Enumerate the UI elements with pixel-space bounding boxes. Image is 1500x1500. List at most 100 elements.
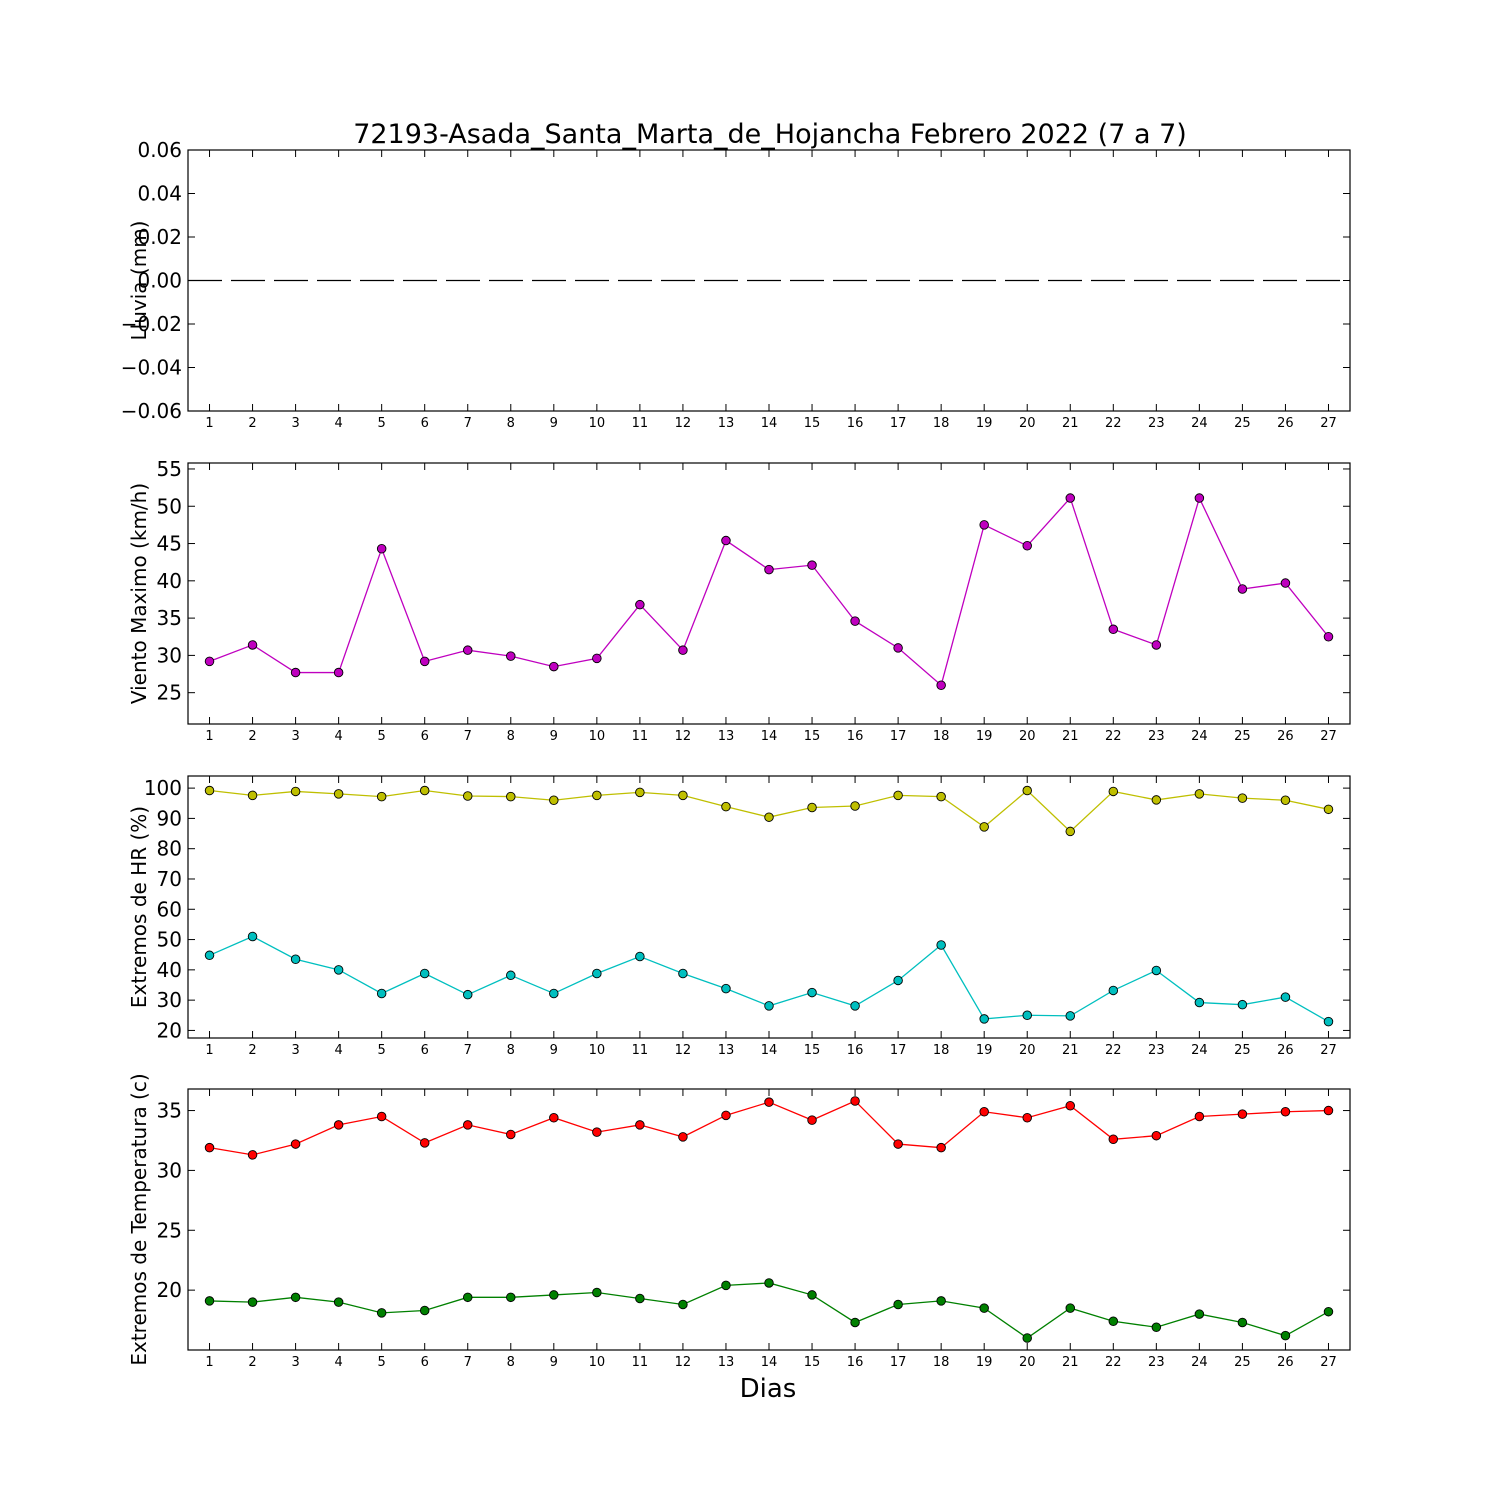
- data-point: [247, 1150, 258, 1160]
- x-tick-label: 23: [1148, 1355, 1165, 1370]
- y-tick-label: 90: [157, 806, 182, 830]
- x-tick-label: 12: [675, 729, 692, 744]
- x-tick-label: 22: [1105, 1355, 1122, 1370]
- y-tick-label: 35: [157, 606, 182, 630]
- data-point: [549, 661, 559, 672]
- y-axis-label: Lluvia (mm): [127, 221, 151, 341]
- data-point: [1151, 965, 1162, 976]
- data-point: [979, 1303, 989, 1313]
- x-tick-label: 10: [589, 1355, 606, 1370]
- x-tick-label: 19: [976, 1355, 993, 1370]
- x-tick-label: 26: [1277, 1043, 1294, 1058]
- data-point: [1151, 795, 1162, 805]
- data-point: [721, 801, 731, 812]
- data-point: [592, 968, 602, 979]
- data-point: [592, 653, 602, 664]
- data-point: [893, 790, 903, 801]
- data-point: [1065, 1303, 1076, 1313]
- data-point: [376, 988, 387, 999]
- y-tick-label: 0.04: [137, 182, 182, 206]
- data-point: [764, 564, 774, 575]
- data-point: [333, 789, 344, 799]
- panel-temperatura: 1 2 3 4 5 6 7 8 9 10 11 12 13 14 15 16 17 18 19 20 21 22 23 24 2…: [127, 1073, 1351, 1370]
- x-tick-label: 22: [1105, 1043, 1122, 1058]
- x-tick-label: 17: [890, 416, 907, 431]
- x-tick-label: 23: [1148, 1043, 1165, 1058]
- data-point: [721, 1110, 731, 1121]
- y-tick-label: 30: [157, 988, 182, 1012]
- x-tick-label: 3: [291, 1043, 299, 1058]
- x-tick-label: 21: [1062, 729, 1079, 744]
- data-point: [936, 1296, 946, 1306]
- data-point: [462, 791, 473, 801]
- data-point: [1194, 1111, 1205, 1122]
- data-point: [1194, 997, 1205, 1008]
- data-point: [850, 1096, 860, 1106]
- data-point: [376, 791, 387, 802]
- x-tick-label: 24: [1191, 729, 1208, 744]
- x-tick-label: 13: [718, 416, 735, 431]
- x-tick-label: 19: [976, 1043, 993, 1058]
- data-point: [893, 975, 903, 986]
- x-tick-label: 10: [589, 729, 606, 744]
- data-point: [1237, 999, 1248, 1010]
- y-tick-label: 40: [157, 958, 182, 982]
- x-tick-label: 26: [1277, 729, 1294, 744]
- data-point: [1022, 785, 1032, 796]
- data-point: [1151, 1130, 1162, 1141]
- data-point: [204, 1296, 215, 1306]
- data-point: [979, 520, 989, 530]
- data-point: [462, 1120, 473, 1130]
- data-point: [204, 950, 215, 961]
- data-point: [549, 795, 559, 805]
- x-tick-label: 15: [804, 1355, 821, 1370]
- y-tick-label: 100: [144, 776, 182, 800]
- data-point: [678, 645, 688, 655]
- data-point: [462, 989, 473, 1000]
- x-tick-label: 9: [550, 729, 558, 744]
- data-point: [290, 667, 301, 678]
- y-tick-label: 30: [157, 1158, 182, 1182]
- x-tick-label: 17: [890, 729, 907, 744]
- y-tick-label: 25: [157, 681, 182, 705]
- data-point: [850, 616, 860, 626]
- x-tick-label: 21: [1062, 1043, 1079, 1058]
- x-tick-label: 14: [761, 1355, 778, 1370]
- x-tick-label: 15: [804, 1043, 821, 1058]
- figure-title: 72193-Asada_Santa_Marta_de_Hojancha Febr…: [353, 119, 1187, 150]
- x-tick-label: 16: [847, 416, 864, 431]
- y-tick-label: 55: [157, 457, 182, 481]
- x-tick-label: 18: [933, 729, 950, 744]
- data-point: [506, 791, 516, 802]
- x-tick-label: 12: [675, 416, 692, 431]
- data-point: [419, 968, 430, 979]
- data-point: [1237, 584, 1248, 594]
- x-tick-label: 7: [464, 1355, 472, 1370]
- data-point: [1194, 1309, 1205, 1319]
- x-tick-label: 25: [1234, 729, 1251, 744]
- x-tick-label: 8: [507, 416, 515, 431]
- x-tick-label: 12: [675, 1043, 692, 1058]
- y-axis-label: Extremos de HR (%): [127, 806, 151, 1008]
- data-point: [807, 1290, 817, 1300]
- data-point: [1194, 493, 1205, 503]
- data-point: [204, 785, 215, 796]
- data-point: [204, 656, 215, 667]
- data-point: [506, 970, 516, 981]
- data-point: [290, 954, 301, 964]
- data-point: [1065, 493, 1076, 503]
- x-tick-label: 1: [205, 729, 213, 744]
- data-point: [893, 643, 903, 653]
- data-point: [1280, 992, 1291, 1002]
- data-point: [850, 1001, 860, 1011]
- data-point: [807, 560, 817, 570]
- x-tick-label: 16: [847, 1355, 864, 1370]
- panel-viento: 1 2 3 4 5 6 7 8 9 10 11 12 13 14 15 16 17 18 19 20 21 22 23 24 2…: [127, 457, 1351, 744]
- data-point: [1194, 789, 1205, 799]
- x-tick-label: 13: [718, 1355, 735, 1370]
- y-tick-label: 25: [157, 1218, 182, 1242]
- x-tick-label: 21: [1062, 1355, 1079, 1370]
- data-point: [807, 1115, 817, 1125]
- x-tick-label: 10: [589, 1043, 606, 1058]
